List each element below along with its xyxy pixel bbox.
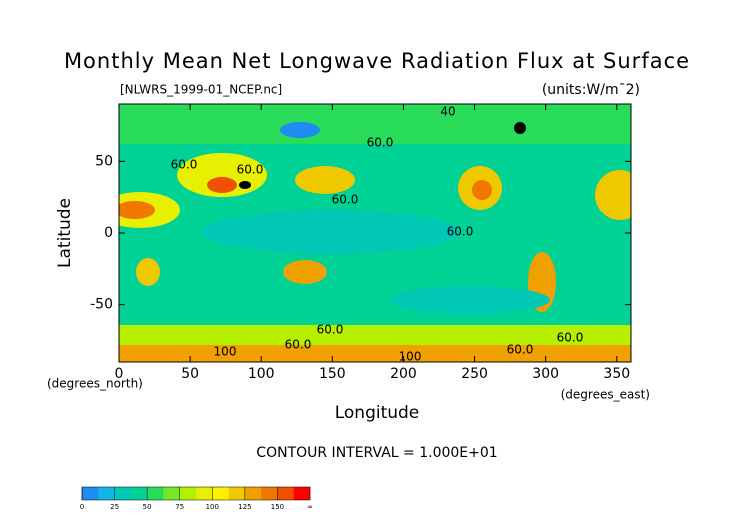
chart-title: Monthly Mean Net Longwave Radiation Flux… <box>64 49 690 73</box>
contour-label: 60.0 <box>447 225 474 239</box>
colorbar-swatch <box>244 487 262 500</box>
colorbar-swatch <box>98 487 115 500</box>
colorbar-swatch <box>277 487 295 500</box>
colorbar-swatch <box>82 487 99 500</box>
contour-label: 60.0 <box>367 136 394 150</box>
x-tick-label: 0 <box>115 366 124 382</box>
colorbar-swatch <box>228 487 246 500</box>
colorbar-label: 0 <box>80 503 84 511</box>
colorbar-label: 25 <box>110 503 119 511</box>
colorbar-swatch <box>130 487 148 500</box>
colorbar-label: 100 <box>206 503 219 511</box>
y-units: (degrees_north) <box>47 377 143 391</box>
colorbar-swatch <box>147 487 164 500</box>
colorbar-label: 125 <box>238 503 251 511</box>
y-tick-label: 50 <box>95 153 113 169</box>
contour-label: 60.0 <box>171 158 198 172</box>
x-tick-label: 50 <box>181 366 199 382</box>
colorbar-swatch <box>179 487 197 500</box>
colorbar-swatch <box>212 487 229 500</box>
x-tick-label: 150 <box>319 366 346 382</box>
units: (units:W/m¯2) <box>542 82 640 98</box>
field <box>119 104 631 362</box>
colorbar-swatch <box>261 487 278 500</box>
contour-label: 100 <box>399 350 422 364</box>
colorbar-label: 75 <box>175 503 184 511</box>
contour-label: 40 <box>440 105 455 119</box>
y-tick-label: -50 <box>90 297 113 313</box>
colorbar-swatch <box>163 487 181 500</box>
contour-label: 60.0 <box>237 163 264 177</box>
contour-label: 60.0 <box>285 338 312 352</box>
colorbar-swatch <box>293 487 311 500</box>
contour-label: 60.0 <box>557 331 584 345</box>
colorbar-end-label: ∞ <box>307 503 313 511</box>
colorbar-label: 150 <box>271 503 284 511</box>
x-tick-label: 250 <box>461 366 488 382</box>
subtitle: [NLWRS_1999-01_NCEP.nc] <box>120 83 282 97</box>
contour-label: 60.0 <box>317 323 344 337</box>
contour-label: 60.0 <box>332 193 359 207</box>
x-tick-label: 350 <box>603 366 630 382</box>
x-axis-label: Longitude <box>335 403 420 423</box>
colorbar-swatch <box>114 487 132 500</box>
contour-label: 60.0 <box>507 343 534 357</box>
x-tick-label: 200 <box>390 366 417 382</box>
contour-label: 100 <box>214 345 237 359</box>
x-tick-label: 100 <box>248 366 275 382</box>
contour-interval: CONTOUR INTERVAL = 1.000E+01 <box>256 445 497 461</box>
y-tick-label: 0 <box>104 225 113 241</box>
colorbar-swatch <box>196 487 213 500</box>
colorbar-label: 50 <box>143 503 152 511</box>
y-axis-label: Latitude <box>55 198 75 268</box>
x-units: (degrees_east) <box>561 388 650 402</box>
x-tick-label: 300 <box>532 366 559 382</box>
